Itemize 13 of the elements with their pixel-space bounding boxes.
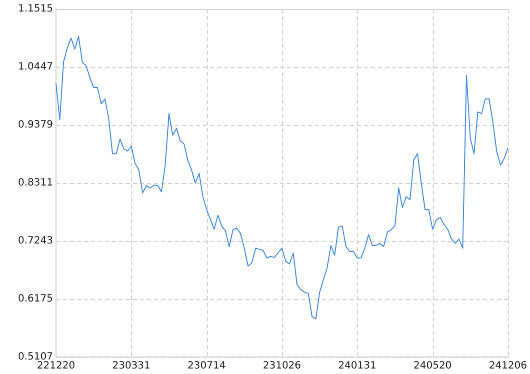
y-tick-label: 0.6175 [18,294,53,305]
x-tick-label: 221220 [36,360,76,372]
x-tick-label: 240131 [338,360,376,372]
y-tick-label: 0.8311 [18,178,53,189]
x-tick-label: 230331 [112,360,150,372]
y-tick-label: 0.9379 [18,120,53,131]
x-tick-label: 231026 [262,360,302,372]
y-tick-label: 1.1515 [18,4,53,15]
y-tick-label: 0.7243 [18,236,53,247]
x-tick-label: 240520 [414,360,452,372]
y-tick-label: 1.0447 [18,62,53,73]
x-tick-label: 230714 [188,360,226,372]
x-tick-label: 241206 [488,360,528,372]
